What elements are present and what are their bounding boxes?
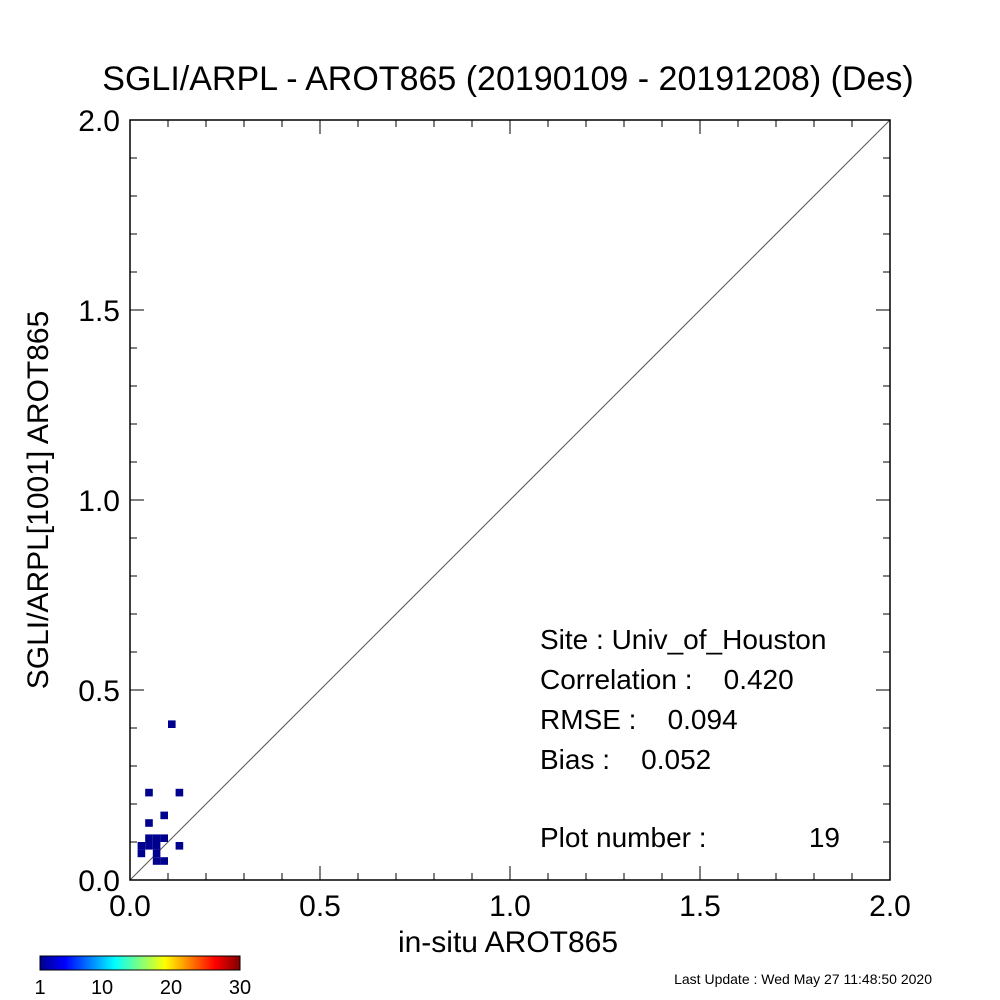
data-point-3	[145, 819, 153, 827]
data-point-4	[160, 811, 168, 820]
data-point-7	[160, 834, 168, 842]
x-tick-label-2: 1.0	[489, 890, 531, 923]
data-point-8	[137, 842, 146, 850]
colorbar-label-0: 1	[34, 977, 45, 999]
data-point-13	[152, 849, 161, 858]
y-tick-label-3: 1.5	[78, 295, 120, 328]
chart-title: SGLI/ARPL - AROT865 (20190109 - 20191208…	[102, 60, 913, 98]
x-axis-title: in-situ AROT865	[398, 926, 618, 959]
data-point-0	[168, 720, 176, 728]
colorbar-label-2: 20	[160, 977, 182, 999]
colorbar-label-1: 10	[91, 977, 113, 999]
stats-block: Site : Univ_of_Houston Correlation : 0.4…	[540, 624, 840, 853]
x-tick-label-3: 1.5	[679, 890, 721, 923]
x-tick-label-0: 0.0	[109, 890, 151, 923]
data-point-2	[175, 788, 184, 797]
x-tick-label-1: 0.5	[299, 890, 341, 923]
x-tick-label-4: 2.0	[869, 890, 911, 923]
stat-correlation: Correlation : 0.420	[540, 664, 794, 695]
data-point-10	[152, 842, 161, 850]
data-point-12	[137, 849, 146, 858]
y-tick-label-0: 0.0	[78, 865, 120, 898]
last-update-text: Last Update : Wed May 27 11:48:50 2020	[674, 971, 932, 987]
plot-area: 0.0 0.5 1.0 1.5 2.0 0.0 0.5 1.0 1.5 2.0	[78, 105, 911, 923]
y-axis-title: SGLI/ARPL[1001] AROT865	[22, 311, 55, 690]
y-tick-label-2: 1.0	[78, 485, 120, 518]
data-point-11	[175, 842, 184, 850]
colorbar-ticks: 1 10 20 30	[34, 977, 251, 999]
data-point-1	[145, 788, 153, 797]
stat-site: Site : Univ_of_Houston	[540, 624, 826, 655]
stat-bias: Bias : 0.052	[540, 744, 711, 775]
y-tick-label-1: 0.5	[78, 675, 120, 708]
stat-plot-number-value: 19	[809, 822, 840, 853]
y-tick-label-4: 2.0	[78, 105, 120, 138]
one-to-one-line	[129, 119, 891, 881]
data-point-5	[145, 834, 153, 842]
stat-plot-number-label: Plot number :	[540, 822, 707, 853]
data-point-6	[152, 834, 161, 842]
colorbar: 1 10 20 30	[34, 955, 251, 999]
data-point-14	[152, 857, 161, 865]
data-point-9	[145, 842, 153, 850]
colorbar-gradient	[39, 955, 241, 971]
colorbar-label-3: 30	[229, 977, 251, 999]
stat-rmse: RMSE : 0.094	[540, 704, 738, 735]
data-point-15	[160, 857, 168, 865]
